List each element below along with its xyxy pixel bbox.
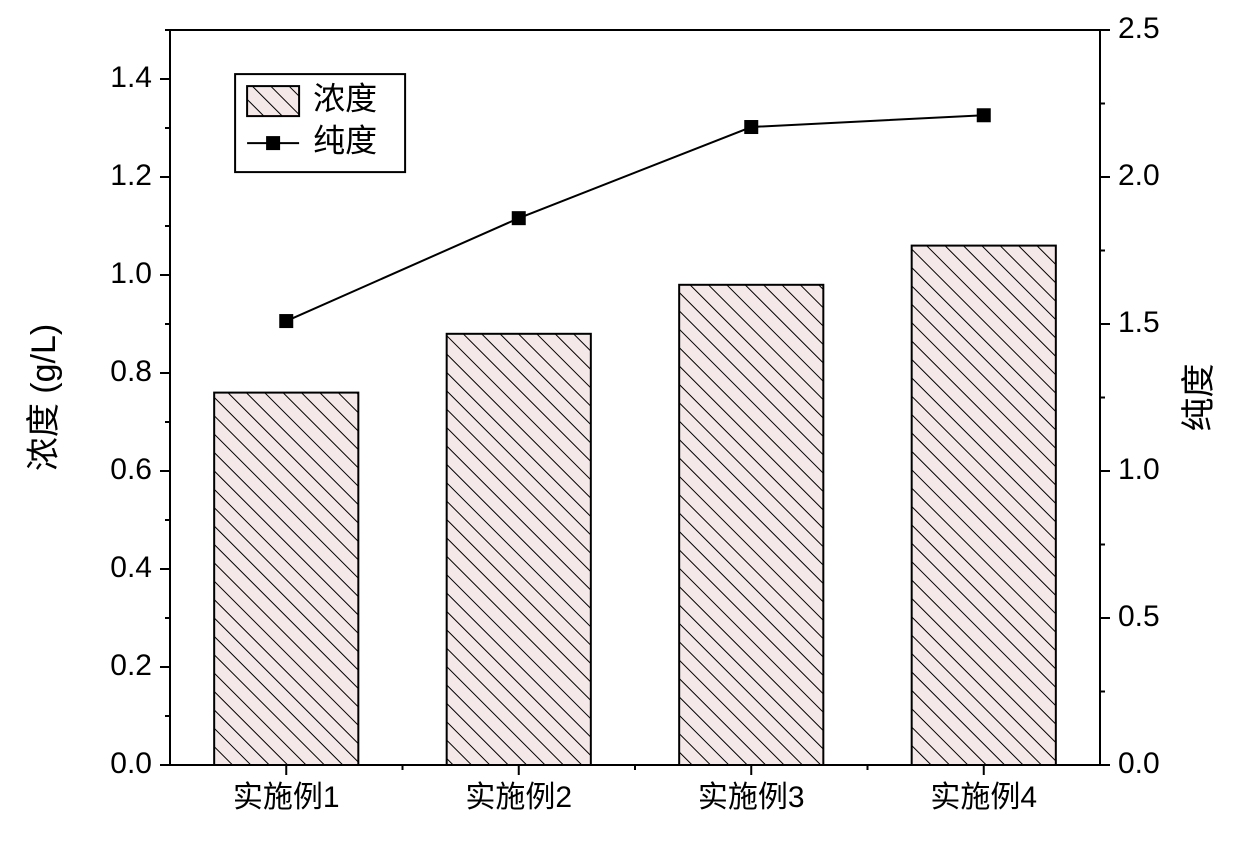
- y-right-title: 纯度: [1180, 364, 1218, 432]
- x-tick-label: 实施例4: [930, 781, 1037, 814]
- line-marker: [977, 108, 991, 122]
- line-series: [286, 115, 984, 321]
- x-tick-label: 实施例1: [233, 781, 340, 814]
- svg-text:0.6: 0.6: [110, 453, 152, 486]
- line-marker: [512, 211, 526, 225]
- svg-text:1.0: 1.0: [110, 257, 152, 290]
- line-marker: [744, 120, 758, 134]
- svg-text:0.5: 0.5: [1118, 600, 1160, 633]
- line-marker: [279, 314, 293, 328]
- bar: [447, 334, 591, 765]
- legend: 浓度纯度: [235, 74, 405, 172]
- svg-text:0.8: 0.8: [110, 355, 152, 388]
- x-tick-label: 实施例3: [698, 781, 805, 814]
- bar: [214, 393, 358, 765]
- svg-text:0.0: 0.0: [110, 747, 152, 780]
- bar: [912, 246, 1056, 765]
- legend-label-bars: 浓度: [313, 81, 377, 117]
- svg-text:0.0: 0.0: [1118, 747, 1160, 780]
- svg-text:0.2: 0.2: [110, 649, 152, 682]
- y-left-title: 浓度 (g/L): [25, 324, 63, 471]
- chart-svg: 0.0 0.2 0.4 0.6 0.8 1.0 1.2 1.4 0.0 0.5 1.0 1.5 2.0 2…: [0, 0, 1240, 865]
- bar: [679, 285, 823, 765]
- svg-text:1.0: 1.0: [1118, 453, 1160, 486]
- x-tick-label: 实施例2: [465, 781, 572, 814]
- svg-text:1.5: 1.5: [1118, 306, 1160, 339]
- svg-text:2.5: 2.5: [1118, 12, 1160, 45]
- svg-text:2.0: 2.0: [1118, 159, 1160, 192]
- svg-text:1.4: 1.4: [110, 61, 152, 94]
- dual-axis-chart: 0.0 0.2 0.4 0.6 0.8 1.0 1.2 1.4 0.0 0.5 1.0 1.5 2.0 2…: [0, 0, 1240, 865]
- svg-text:0.4: 0.4: [110, 551, 152, 584]
- svg-text:1.2: 1.2: [110, 159, 152, 192]
- legend-label-line: 纯度: [313, 123, 377, 159]
